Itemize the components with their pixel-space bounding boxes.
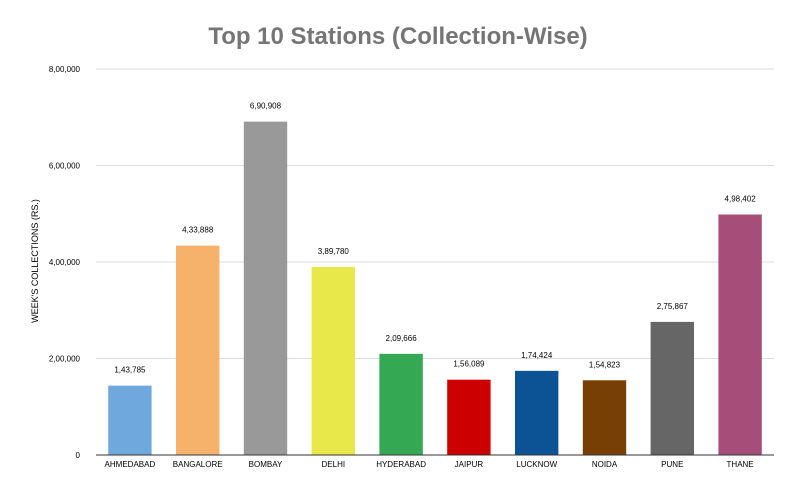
bar-delhi — [311, 266, 355, 455]
bars — [108, 121, 762, 455]
data-label: 4,98,402 — [725, 195, 757, 204]
bar-lucknow — [515, 370, 559, 455]
x-tick-label: PUNE — [661, 460, 683, 469]
bar-hyderabad — [379, 353, 423, 455]
y-tick-label: 6,00,000 — [49, 162, 81, 171]
data-label: 1,54,823 — [589, 360, 621, 369]
x-tick-label: BOMBAY — [249, 460, 283, 469]
x-tick-label: JAIPUR — [455, 460, 484, 469]
bar-noida — [582, 380, 627, 455]
bar-jaipur — [447, 379, 491, 455]
data-label: 6,90,908 — [250, 102, 282, 111]
y-tick-label: 8,00,000 — [49, 65, 81, 74]
x-tick-label: AHMEDABAD — [105, 460, 156, 469]
x-tick-label: DELHI — [322, 460, 346, 469]
x-tick-label: NOIDA — [592, 460, 618, 469]
data-label: 1,74,424 — [521, 351, 553, 360]
y-axis-ticks: 0 2,00,000 4,00,000 6,00,000 8,00,000 — [49, 65, 81, 460]
x-axis-ticks: AHMEDABAD BANGALORE BOMBAY DELHI HYDERABAD JA… — [105, 460, 754, 469]
data-label: 2,09,666 — [386, 334, 418, 343]
bar-ahmedabad — [108, 385, 152, 455]
bar-bombay — [243, 121, 288, 455]
data-label: 1,56,089 — [453, 360, 485, 369]
bar-bangalore — [176, 245, 220, 455]
bar-thane — [718, 214, 762, 455]
y-tick-label: 2,00,000 — [49, 355, 81, 364]
data-label: 1,43,785 — [114, 366, 146, 375]
data-label: 4,33,888 — [182, 226, 214, 235]
bar-pune — [650, 321, 694, 455]
y-axis-label: WEEK'S COLLECTIONS (RS.) — [30, 199, 40, 323]
x-tick-label: BANGALORE — [173, 460, 223, 469]
y-tick-label: 4,00,000 — [49, 258, 81, 267]
data-labels: 1,43,785 4,33,888 6,90,908 3,89,780 2,09,666… — [114, 102, 756, 375]
x-tick-label: THANE — [727, 460, 754, 469]
x-tick-label: LUCKNOW — [516, 460, 557, 469]
chart-title: Top 10 Stations (Collection-Wise) — [208, 23, 587, 50]
x-tick-label: HYDERABAD — [376, 460, 426, 469]
y-tick-label: 0 — [76, 451, 81, 460]
data-label: 3,89,780 — [318, 247, 350, 256]
data-label: 2,75,867 — [657, 302, 689, 311]
